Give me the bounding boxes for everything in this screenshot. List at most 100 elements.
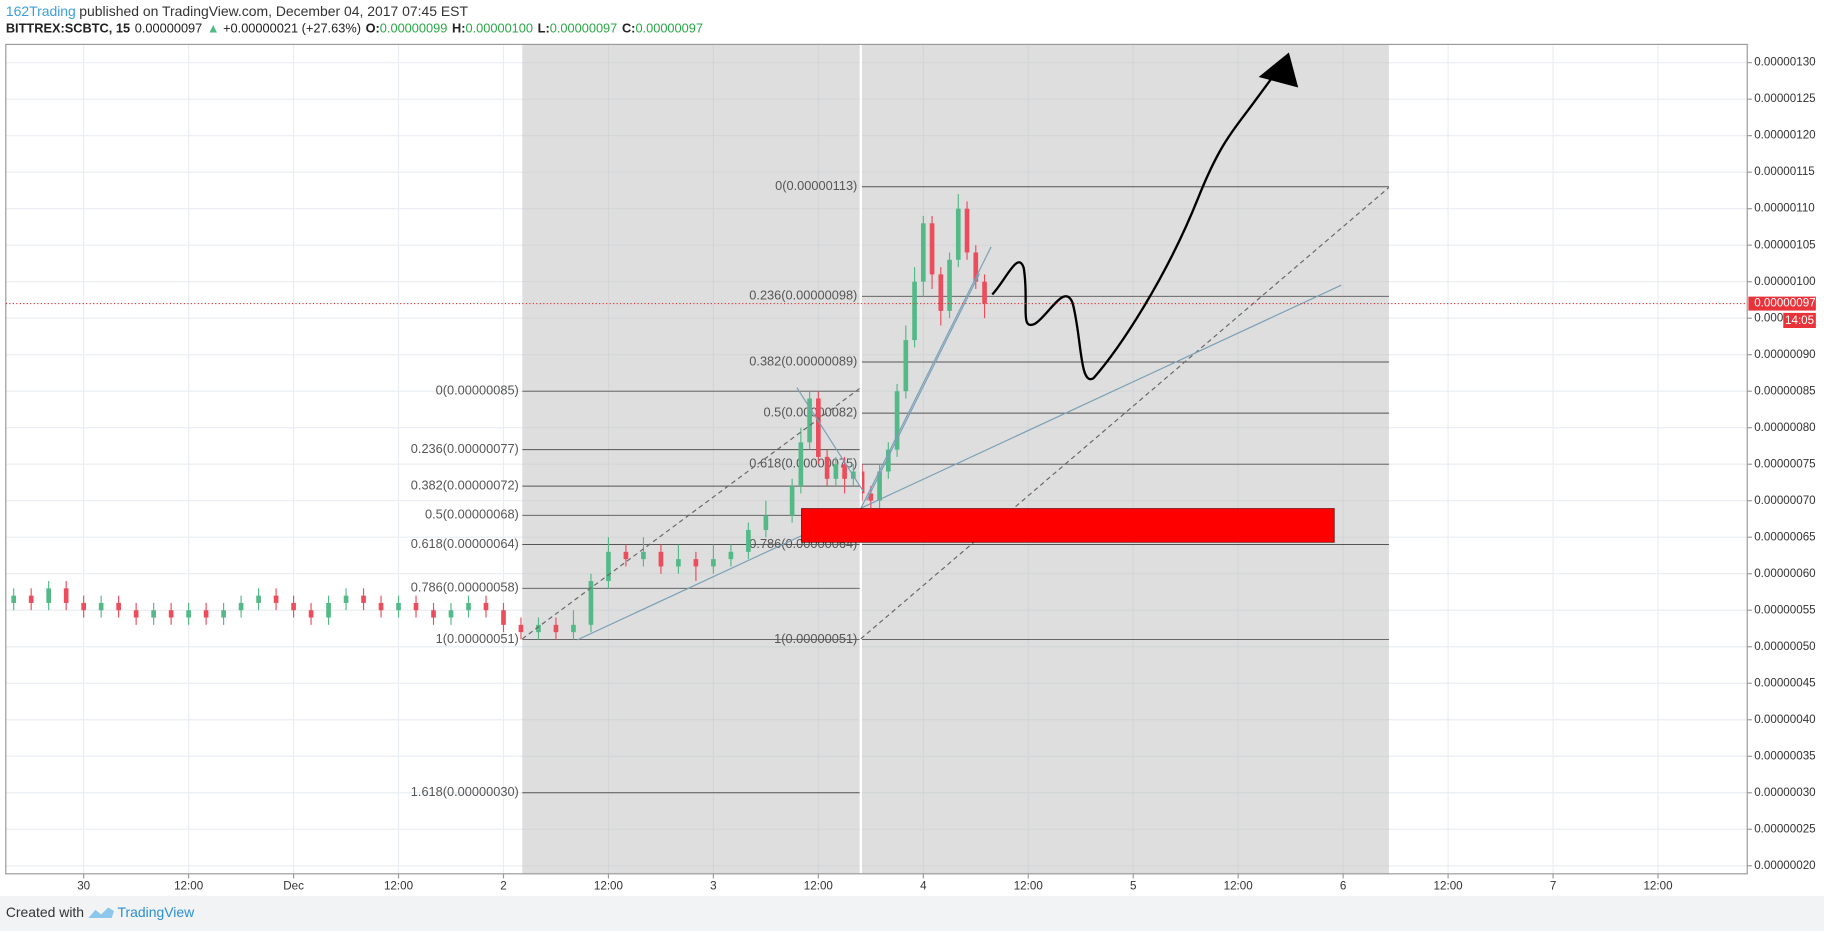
- candle-body: [746, 529, 751, 552]
- candle-body: [807, 398, 812, 443]
- fib-label: 0.236(0.00000077): [411, 441, 519, 456]
- candle-body: [221, 610, 226, 618]
- candle-body: [859, 471, 865, 494]
- fib-label: 0.382(0.00000072): [411, 477, 519, 492]
- y-tick-label: 0.00000085: [1754, 384, 1815, 397]
- candle-body: [291, 602, 296, 611]
- candle-body: [273, 595, 279, 603]
- x-tick-label: 12:00: [594, 880, 624, 893]
- candle-body: [728, 551, 734, 560]
- candle-body: [501, 610, 506, 625]
- candle-body: [133, 610, 139, 618]
- change: +0.00000021 (+27.63%): [223, 21, 361, 36]
- candle-body: [466, 602, 471, 611]
- x-tick-label: 12:00: [1014, 880, 1044, 893]
- candle-body: [658, 551, 664, 567]
- candle-body: [886, 449, 891, 472]
- candle-body: [536, 624, 541, 633]
- candle-body: [98, 602, 104, 611]
- trend-line: [860, 246, 992, 509]
- y-tick-label: 0.00000070: [1754, 494, 1816, 507]
- candle-body: [238, 602, 244, 611]
- candle-body: [824, 456, 830, 479]
- candle-body: [606, 551, 611, 582]
- candle-body: [203, 610, 209, 618]
- candle-body: [868, 493, 874, 501]
- candle-body: [982, 281, 987, 304]
- candle-body: [693, 559, 699, 567]
- price-box: [1748, 296, 1816, 311]
- h: 0.00000100: [465, 21, 533, 36]
- candle-body: [955, 208, 961, 260]
- candle-body: [816, 398, 821, 457]
- y-tick-label: 0.00000100: [1754, 275, 1816, 288]
- candle-body: [81, 602, 86, 611]
- countdown: 14:05: [1785, 314, 1814, 327]
- x-tick-label: 12:00: [804, 880, 834, 893]
- y-tick-label: 0.00000115: [1754, 165, 1815, 178]
- trend-line: [576, 284, 1342, 641]
- y-tick-label: 0.00000055: [1754, 603, 1815, 616]
- zone: [801, 508, 1335, 543]
- fib-trend: [860, 187, 1390, 640]
- candle-body: [947, 259, 952, 311]
- candle-body: [711, 559, 716, 567]
- candle-body: [641, 551, 646, 560]
- countdown-box: [1783, 312, 1816, 329]
- candle-body: [553, 624, 559, 633]
- drawings: [521, 44, 1390, 874]
- fib-label: 1.618(0.00000030): [411, 784, 519, 799]
- candle-body: [396, 602, 401, 611]
- l: 0.00000097: [550, 21, 618, 36]
- candle-body: [361, 595, 366, 603]
- x-tick-label: 12:00: [1643, 880, 1673, 893]
- y-tick-label: 0.00000075: [1754, 457, 1815, 470]
- trend-line: [866, 273, 980, 501]
- legend: BITTREX:SCBTC, 15 0.00000097 ▲ +0.00000021 …: [6, 21, 703, 36]
- candle-body: [116, 602, 121, 611]
- y-tick-label: 0.00000030: [1754, 786, 1816, 799]
- last: 0.00000097: [135, 21, 203, 36]
- x-tick-label: 12:00: [1434, 880, 1464, 893]
- candle-body: [929, 223, 935, 275]
- candle-body: [308, 610, 314, 618]
- l-label: L:: [538, 21, 550, 36]
- candle-body: [343, 595, 349, 603]
- symbol: BITTREX:SCBTC, 15: [6, 21, 130, 36]
- y-tick-label: 0.00000090: [1754, 348, 1816, 361]
- candle-body: [964, 208, 970, 253]
- fib-label: 0.618(0.00000064): [411, 536, 519, 551]
- candle-body: [413, 602, 419, 611]
- candle-body: [798, 442, 804, 487]
- y-tick-label: 0.00000120: [1754, 129, 1816, 142]
- fib-label: 0(0.00000113): [775, 178, 857, 193]
- candle-body: [894, 391, 900, 450]
- y-tick-label: 0.00000040: [1754, 713, 1816, 726]
- header: 162Trading published on TradingView.com, …: [6, 3, 469, 19]
- brand[interactable]: TradingView: [117, 904, 195, 920]
- candle-body: [676, 559, 681, 567]
- y-tick-label: 0.00000045: [1754, 676, 1815, 689]
- candle-body: [46, 588, 52, 603]
- x-tick-label: 30: [77, 880, 90, 893]
- x-tick-label: 4: [920, 880, 927, 893]
- y-tick-label: 0.00000105: [1754, 238, 1815, 251]
- x-tick-label: 2: [500, 880, 506, 893]
- fib-trend: [521, 387, 862, 640]
- y-tick-label: 0.00000020: [1754, 859, 1816, 872]
- published: published on TradingView.com, December 0…: [79, 3, 468, 19]
- fib-label: 0.382(0.00000089): [749, 353, 857, 368]
- author[interactable]: 162Trading: [6, 3, 76, 19]
- candle-body: [518, 624, 524, 633]
- fib-label: 1(0.00000051): [774, 631, 857, 646]
- y-tick-label: 0.00000065: [1754, 530, 1815, 543]
- c: 0.00000097: [635, 21, 703, 36]
- y-tick-label: 0.00000080: [1754, 421, 1816, 434]
- fib-label: 0.618(0.00000075): [749, 456, 857, 471]
- fib-boxes: [522, 44, 1389, 874]
- h-label: H:: [452, 21, 465, 36]
- candle-body: [789, 486, 795, 516]
- fib-label: 0.5(0.00000068): [425, 507, 519, 522]
- y-tick-label: 0.00000130: [1754, 56, 1816, 69]
